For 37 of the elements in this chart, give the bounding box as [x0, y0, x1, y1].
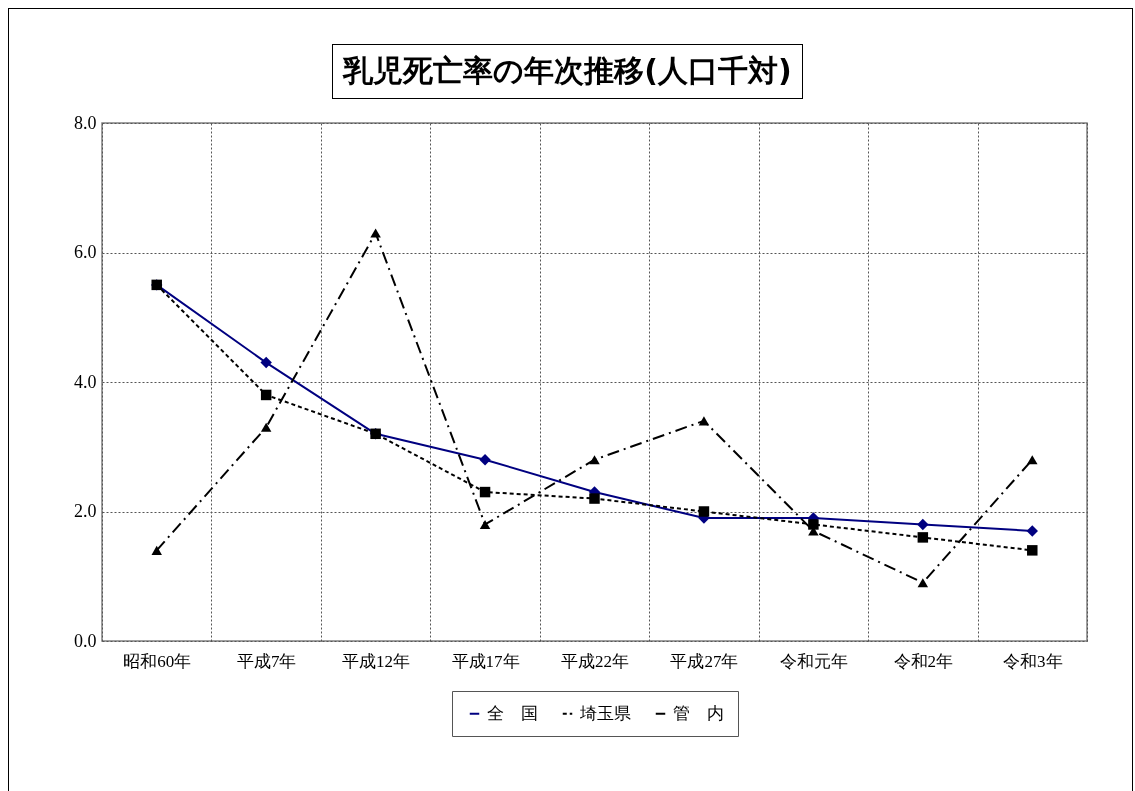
x-tick-label: 平成17年	[451, 651, 520, 671]
point	[1027, 455, 1038, 465]
point	[1026, 525, 1038, 537]
point	[479, 486, 491, 498]
point	[1027, 545, 1038, 556]
x-tick-label: 平成12年	[342, 651, 411, 671]
point	[917, 578, 929, 588]
point	[917, 518, 929, 531]
x-tick-label: 令和元年	[779, 651, 848, 671]
x-tick-label: 昭和60年	[123, 651, 192, 671]
legend-label: 管 内	[673, 703, 724, 723]
point	[260, 422, 272, 432]
point	[151, 545, 162, 555]
x-tick-label: 令和3年	[1003, 651, 1063, 671]
point	[589, 455, 600, 465]
y-tick-label: 4.0	[74, 371, 97, 392]
point	[260, 389, 272, 401]
point	[479, 519, 491, 529]
point	[917, 532, 929, 543]
legend-label: 埼玉県	[579, 703, 631, 723]
x-tick-label: 平成27年	[670, 651, 739, 671]
y-tick-label: 0.0	[74, 630, 97, 651]
point	[260, 356, 272, 369]
point	[479, 454, 491, 466]
y-tick-label: 6.0	[74, 242, 97, 262]
point	[808, 519, 819, 530]
y-tick-label: 8.0	[74, 112, 97, 133]
point	[698, 416, 710, 426]
legend-label: 全 国	[487, 703, 538, 723]
point	[370, 228, 381, 238]
point	[589, 493, 600, 504]
y-tick-label: 2.0	[74, 501, 97, 521]
x-tick-label: 令和2年	[893, 651, 954, 671]
chart-title: 乳児死亡率の年次推移(人口千対)	[332, 44, 803, 99]
point	[698, 506, 710, 517]
x-tick-label: 平成22年	[561, 651, 629, 671]
x-tick-label: 平成7年	[236, 651, 297, 671]
